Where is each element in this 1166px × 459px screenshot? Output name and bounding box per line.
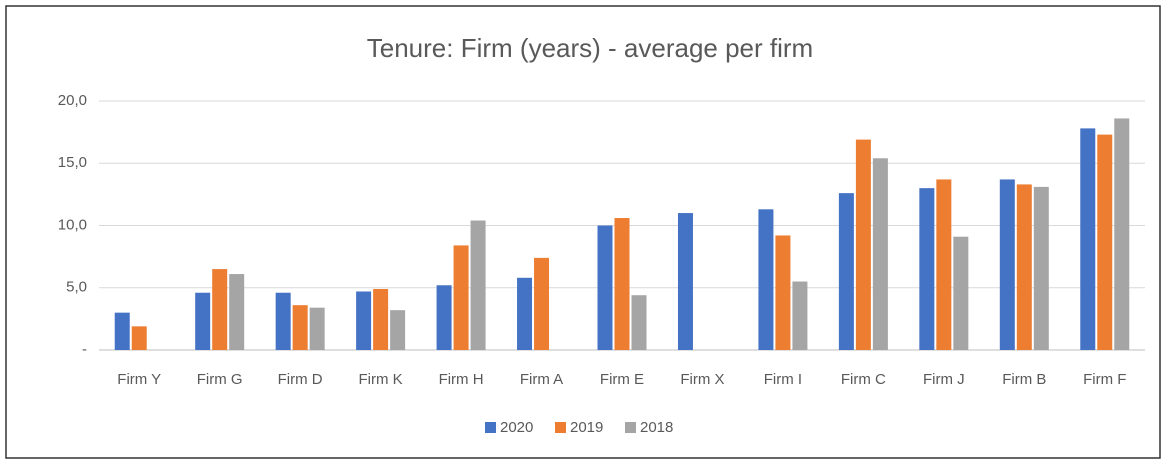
bar [792,281,808,350]
x-tick-label: Firm B [1002,371,1046,388]
legend-swatch [485,422,496,433]
bar [1033,186,1049,350]
x-tick-label: Firm X [680,371,724,388]
bar [999,179,1015,350]
x-tick-label: Firm C [841,371,886,388]
bar [195,292,211,350]
legend-swatch [555,422,566,433]
bar [1080,128,1096,350]
bar [1114,118,1130,351]
y-tick-label: 5,0 [66,279,87,296]
bar [1097,134,1113,350]
x-tick-label: Firm Y [117,371,161,388]
x-tick-label: Firm I [764,371,802,388]
bar [677,213,693,350]
bar [114,312,130,350]
legend-label: 2018 [640,419,673,436]
bar [838,193,854,350]
chart-border [5,5,1161,459]
bar [275,292,291,350]
bar [453,245,469,350]
bar [597,225,613,350]
bar [614,218,630,350]
x-tick-label: Firm K [359,371,403,388]
bar [872,158,888,350]
bar [1016,184,1032,350]
x-tick-label: Firm F [1083,371,1126,388]
x-tick-label: Firm J [923,371,965,388]
x-tick-label: Firm H [439,371,484,388]
bar [292,305,308,350]
bar [131,326,147,350]
bar [390,310,406,350]
y-tick-label: 10,0 [58,216,87,233]
bar [534,257,550,350]
bar [631,295,647,350]
x-tick-label: Firm A [520,371,563,388]
bar [775,235,791,350]
x-tick-label: Firm D [278,371,323,388]
bar [373,288,389,350]
bar [212,269,228,350]
y-tick-label: - [82,341,87,358]
y-tick-label: 20,0 [58,92,87,109]
legend-label: 2020 [500,419,533,436]
legend-label: 2019 [570,419,603,436]
x-tick-label: Firm G [197,371,243,388]
bar [436,285,452,350]
bar [936,179,952,350]
bar [919,188,935,350]
bar [309,307,325,350]
bar [758,209,774,350]
bar [229,274,245,350]
bar [855,139,871,350]
legend-swatch [625,422,636,433]
bar [470,220,486,350]
y-tick-label: 15,0 [58,154,87,171]
bar [356,291,372,350]
x-tick-label: Firm E [600,371,644,388]
bar [517,277,533,350]
bar [953,236,969,350]
chart-title: Tenure: Firm (years) - average per firm [367,33,813,63]
